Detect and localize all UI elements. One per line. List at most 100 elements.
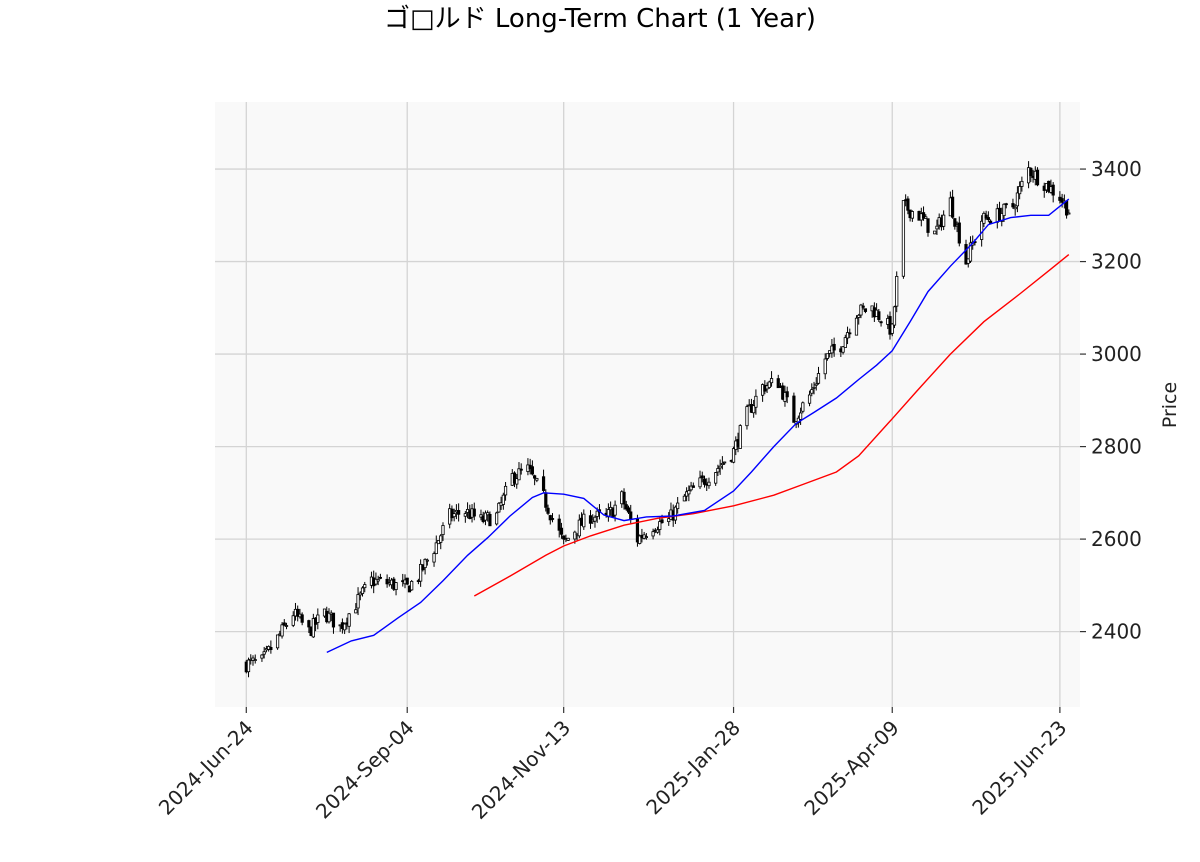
candle (700, 471, 704, 483)
candle (378, 573, 383, 580)
candle (452, 508, 456, 522)
candle (901, 200, 906, 279)
candle (752, 399, 756, 418)
candle (282, 619, 286, 627)
candle (439, 534, 443, 550)
candle (984, 210, 988, 220)
candle (577, 514, 581, 539)
candle (861, 302, 865, 310)
candle (723, 461, 727, 465)
candle (331, 612, 336, 634)
candle (486, 510, 490, 522)
candle (854, 315, 859, 336)
candle (731, 446, 736, 464)
x-tick-label: 2024-Sep-04 (311, 716, 419, 824)
candle (1035, 167, 1040, 187)
candle (1011, 198, 1015, 209)
candle (622, 488, 626, 510)
candle (434, 535, 438, 555)
candle (832, 337, 836, 357)
candle (262, 646, 266, 659)
candle (676, 497, 680, 514)
candle (953, 218, 957, 230)
candle (517, 462, 521, 481)
candle (986, 211, 990, 223)
candle (347, 612, 351, 634)
x-tick-label: 2025-Jun-23 (967, 716, 1071, 820)
candle (942, 210, 946, 231)
candle (689, 481, 693, 492)
candle (284, 622, 289, 630)
candle (358, 591, 362, 601)
candle (441, 522, 445, 541)
candle (1000, 207, 1004, 227)
candle (307, 619, 311, 634)
candle (857, 313, 861, 325)
candle (673, 505, 678, 524)
candle (924, 214, 928, 219)
candle (559, 522, 564, 539)
candle (825, 353, 830, 361)
candle (269, 640, 273, 654)
candle (957, 216, 961, 247)
candle (845, 326, 850, 345)
candle (593, 515, 597, 528)
candle (582, 509, 586, 530)
candle (374, 572, 378, 586)
y-tick-label: 3200 (1091, 250, 1142, 274)
candle (1018, 181, 1022, 200)
candle (425, 558, 429, 566)
y-tick-label: 2400 (1091, 620, 1142, 644)
candle (246, 657, 251, 678)
candle (810, 383, 814, 397)
candle (906, 196, 910, 215)
candle (311, 613, 315, 638)
candle (879, 320, 883, 327)
candle (519, 463, 523, 475)
candle (655, 526, 660, 534)
candle (363, 581, 367, 593)
candle (720, 456, 724, 470)
candle (557, 514, 561, 538)
candle (280, 622, 284, 639)
candle (1020, 176, 1024, 192)
grid-lines (215, 102, 1080, 707)
candle (769, 371, 774, 387)
y-tick-label: 3400 (1091, 157, 1142, 181)
candle (823, 353, 827, 380)
candle (950, 189, 955, 219)
candle (738, 424, 742, 449)
candle (512, 471, 517, 488)
candle (843, 334, 847, 348)
candle (792, 392, 796, 423)
candle (316, 608, 320, 630)
candle (812, 381, 816, 395)
candle (890, 322, 894, 337)
candle (566, 537, 570, 541)
candle (691, 482, 695, 488)
candle (432, 551, 436, 567)
candle (394, 582, 398, 596)
y-tick-label: 2800 (1091, 435, 1142, 459)
candle (682, 493, 686, 502)
candle (707, 477, 711, 489)
candle (501, 492, 505, 510)
candle (495, 511, 499, 526)
candle (533, 474, 537, 486)
chart-title: ゴ□ルド Long-Term Chart (1 Year) (384, 4, 816, 34)
candle (745, 404, 749, 430)
candle (260, 654, 264, 662)
candle (877, 308, 881, 322)
candle (1004, 202, 1008, 209)
candle (667, 512, 671, 526)
x-tick-label: 2025-Apr-09 (799, 716, 903, 820)
candle (488, 511, 492, 527)
candle (714, 472, 718, 486)
candle (503, 481, 508, 501)
candle (1051, 182, 1055, 203)
candle (546, 504, 550, 516)
x-tick-label: 2025-Jan-28 (641, 716, 745, 820)
candle (716, 464, 720, 476)
candle (291, 611, 295, 628)
